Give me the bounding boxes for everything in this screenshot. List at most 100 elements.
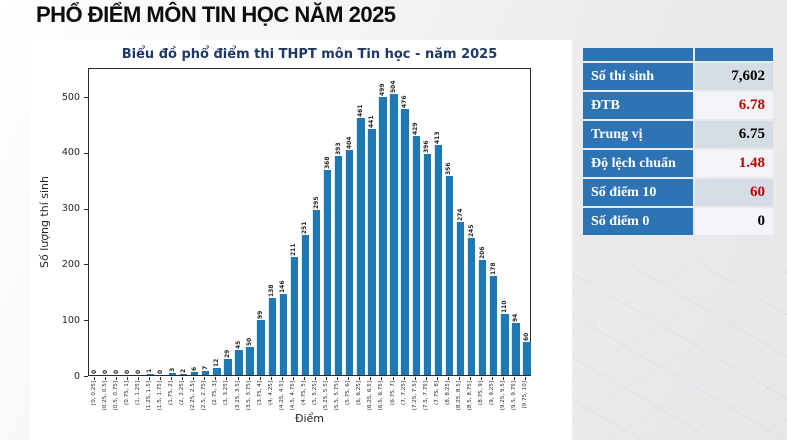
stats-table-row: ĐTB 6.78 xyxy=(583,92,773,119)
bar xyxy=(444,176,454,375)
x-tick-label: (9.25, 9.5] xyxy=(500,381,507,411)
x-tick-mark xyxy=(303,377,305,380)
stat-value: 1.48 xyxy=(695,150,773,177)
bar xyxy=(367,128,376,375)
bar xyxy=(167,373,177,375)
bar-value-label: 146 xyxy=(279,280,287,293)
bar-value-label: 251 xyxy=(301,221,309,234)
bar-value-label: 274 xyxy=(456,208,464,222)
x-tick-label: (5.5, 5.75] xyxy=(334,381,341,411)
x-tick-mark xyxy=(436,377,438,380)
x-tick-label: (7.5, 7.75] xyxy=(422,381,429,411)
x-tick-label: (9, 9.25] xyxy=(489,381,496,405)
x-tick-mark xyxy=(215,377,217,380)
stat-value: 60 xyxy=(695,179,773,206)
x-tick-label: (1, 1.25] xyxy=(134,381,141,405)
x-tick-label: (6.25, 6.5] xyxy=(367,381,374,411)
x-tick-mark xyxy=(148,377,150,380)
x-tick-mark xyxy=(204,377,206,380)
y-tick-mark xyxy=(84,97,88,98)
x-tick-mark xyxy=(281,377,283,380)
bar-value-label: 413 xyxy=(434,131,442,144)
bar xyxy=(311,210,321,375)
bar-value-label: 0 xyxy=(91,369,99,374)
stats-header-cell xyxy=(583,48,693,61)
bar xyxy=(345,149,354,375)
x-tick-label: (9.75, 10] xyxy=(522,381,529,409)
x-tick-label: (6, 6.25] xyxy=(356,381,363,405)
y-tick-mark xyxy=(84,152,88,154)
x-tick-mark xyxy=(403,377,405,380)
chart-figure: Biểu đồ phổ điểm thi THPT môn Tin học - … xyxy=(30,40,572,440)
stat-value: 6.75 xyxy=(695,121,773,148)
stats-table-row: Số điểm 10 60 xyxy=(583,179,773,206)
x-tick-mark xyxy=(292,377,294,380)
x-tick-mark xyxy=(182,377,184,380)
bar-value-label: 504 xyxy=(390,80,398,93)
x-tick-mark xyxy=(414,377,416,380)
x-tick-label: (1.5, 1.75] xyxy=(156,381,163,411)
x-tick-label: (5, 5.25] xyxy=(312,381,319,405)
x-tick-mark xyxy=(248,377,250,380)
x-tick-mark xyxy=(348,377,350,380)
stat-label: Độ lệch chuẩn xyxy=(583,150,693,177)
bar-value-label: 138 xyxy=(268,284,276,297)
bar xyxy=(511,322,520,375)
bar-value-label: 441 xyxy=(367,115,375,128)
x-tick-mark xyxy=(470,377,472,380)
bar-value-label: 393 xyxy=(334,142,342,155)
stat-value: 6.78 xyxy=(695,92,773,119)
bar-value-label: 0 xyxy=(113,369,121,374)
stat-label: Số điểm 10 xyxy=(583,179,693,206)
bar xyxy=(356,117,365,375)
x-tick-label: (2.25, 2.5] xyxy=(190,381,197,411)
y-tick-mark xyxy=(84,264,88,266)
x-tick-mark xyxy=(514,377,516,380)
y-tick-mark xyxy=(84,376,88,377)
x-tick-label: (8.5, 8.75] xyxy=(467,381,474,411)
bar-value-label: 476 xyxy=(401,95,409,109)
bar-value-label: 29 xyxy=(223,349,231,358)
x-tick-label: (7.25, 7.5] xyxy=(411,381,418,411)
x-tick-mark xyxy=(481,377,483,380)
stat-value: 0 xyxy=(695,208,773,235)
bar xyxy=(389,93,398,375)
x-tick-label: (0.5, 0.75] xyxy=(112,381,119,411)
bar-value-label: 404 xyxy=(345,136,353,149)
x-tick-label: (5.75, 6] xyxy=(345,381,352,405)
bar xyxy=(333,155,343,375)
bar xyxy=(455,222,465,375)
bar-value-label: 0 xyxy=(135,369,143,374)
bar-value-label: 368 xyxy=(323,156,331,169)
stat-label: Số điểm 0 xyxy=(583,208,693,235)
y-tick-label: 200 xyxy=(61,258,80,270)
bar-value-label: 6 xyxy=(190,366,198,371)
bar-value-label: 211 xyxy=(290,243,298,257)
bar-value-label: 499 xyxy=(378,83,386,96)
x-tick-mark xyxy=(370,377,372,380)
bar xyxy=(190,371,199,375)
stats-table-row: Số thí sinh 7,602 xyxy=(583,63,773,90)
bar xyxy=(178,373,188,375)
x-tick-label: (4.25, 4.5] xyxy=(278,381,285,411)
bar-value-label: 429 xyxy=(412,122,420,135)
x-tick-label: (2, 2.25] xyxy=(179,381,186,405)
bar-value-label: 2 xyxy=(179,368,187,373)
stat-label: Trung vị xyxy=(583,121,693,148)
x-tick-label: (1.75, 2] xyxy=(168,381,175,405)
bar xyxy=(212,368,221,375)
x-tick-mark xyxy=(93,377,95,380)
x-tick-mark xyxy=(171,377,173,380)
bar-value-label: 99 xyxy=(257,310,265,319)
x-tick-label: (5.25, 5.5] xyxy=(323,381,330,411)
bar xyxy=(411,135,420,375)
x-tick-mark xyxy=(226,377,228,380)
x-tick-label: (1.25, 1.5] xyxy=(145,381,152,411)
stat-value: 7,602 xyxy=(695,63,773,90)
x-tick-label: (0.25, 0.5] xyxy=(101,381,108,411)
bar-value-label: 206 xyxy=(478,246,486,260)
bar xyxy=(245,347,254,375)
bar-value-label: 7 xyxy=(201,365,209,371)
bar-value-label: 3 xyxy=(168,368,176,373)
